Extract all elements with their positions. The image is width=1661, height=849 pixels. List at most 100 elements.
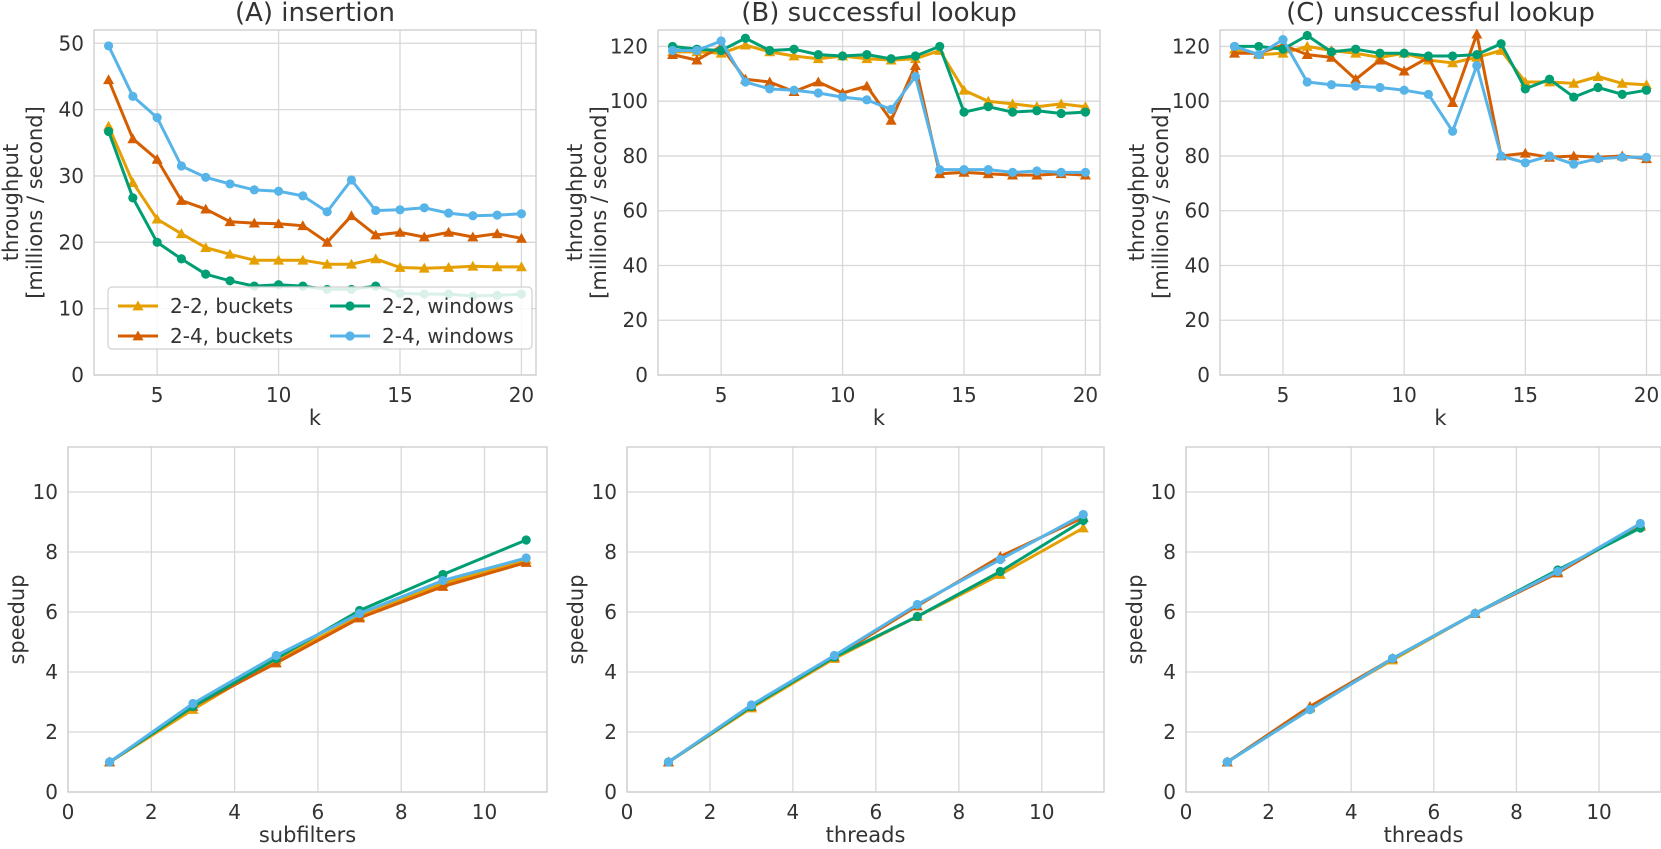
chart-title: (B) successful lookup (741, 0, 1017, 28)
data-point (1568, 150, 1580, 161)
series-2-2-buckets (103, 120, 527, 273)
y-tick-label: 80 (623, 144, 648, 168)
plot-frame (626, 446, 1105, 793)
y-tick-label: 0 (45, 780, 58, 804)
data-point (1387, 653, 1398, 664)
legend-marker (345, 301, 355, 311)
x-tick-label: 20 (1634, 383, 1659, 407)
x-tick-label: 5 (1277, 383, 1290, 407)
data-point (1325, 51, 1337, 62)
legend-label: 2-4, buckets (170, 324, 293, 348)
x-tick-label: 0 (62, 800, 75, 824)
data-point (983, 165, 993, 175)
data-point (1305, 704, 1315, 715)
data-point (176, 161, 187, 171)
data-point (1351, 81, 1361, 91)
data-point (491, 228, 503, 239)
data-point (1553, 566, 1563, 577)
legend-marker (132, 300, 144, 311)
series-line (1234, 44, 1647, 87)
y-tick-label: 2 (45, 720, 58, 744)
data-point (1470, 608, 1480, 619)
x-tick-label: 20 (509, 383, 534, 407)
y-tick-label: 6 (604, 600, 617, 624)
data-point (912, 611, 922, 622)
y-axis-label: speedup (5, 574, 29, 664)
y-tick-label: 20 (623, 308, 648, 332)
data-point (1447, 97, 1459, 107)
x-axis-label: threads (1384, 823, 1464, 847)
data-point (1520, 158, 1530, 168)
y-tick-label: 10 (592, 480, 617, 504)
data-point (175, 195, 187, 205)
y-tick-label: 60 (1185, 199, 1210, 223)
y-axis-label: speedup (1123, 574, 1147, 664)
data-point (739, 39, 751, 50)
data-point (188, 698, 198, 709)
data-point (765, 84, 775, 94)
data-point (443, 226, 455, 237)
data-point (321, 236, 333, 247)
x-tick-label: 4 (787, 800, 800, 824)
data-point (1471, 28, 1483, 39)
data-point (691, 54, 703, 65)
x-axis-label: k (1434, 406, 1447, 430)
x-tick-label: 0 (621, 800, 634, 824)
chart-panel-6: 0 2 4 6 8 10 0 2 4 6 8 10 threads speedup (1123, 446, 1661, 847)
data-point (861, 80, 873, 91)
data-point (201, 269, 211, 279)
y-tick-label: 40 (623, 253, 648, 277)
data-point (1423, 51, 1433, 61)
data-point (437, 581, 449, 591)
series-2-4-windows (1229, 34, 1652, 169)
data-point (1472, 60, 1482, 71)
data-point (959, 107, 969, 117)
data-point (935, 165, 945, 175)
data-point (1056, 108, 1066, 119)
data-point (1078, 509, 1088, 520)
data-point (1544, 151, 1555, 161)
x-tick-label: 10 (1586, 800, 1611, 824)
x-tick-label: 15 (1513, 383, 1538, 407)
data-point (128, 91, 138, 101)
data-point (297, 220, 309, 231)
data-point (1254, 41, 1264, 52)
legend-frame (107, 286, 533, 350)
data-point (438, 575, 448, 586)
x-tick-label: 6 (870, 800, 883, 824)
data-point (1496, 39, 1506, 49)
y-axis-label: throughput (0, 144, 23, 261)
data-point (271, 650, 281, 661)
data-point (716, 36, 726, 46)
x-tick-label: 8 (952, 800, 965, 824)
data-point (1350, 73, 1362, 84)
chart-panel-4: 0 2 4 6 8 10 0 2 4 6 8 10 subfilters speedup (5, 446, 548, 847)
y-tick-label: 10 (1151, 480, 1176, 504)
data-point (249, 185, 259, 195)
y-tick-label: 8 (1163, 540, 1176, 564)
x-tick-label: 5 (151, 383, 164, 407)
data-point (746, 700, 757, 710)
data-point (128, 193, 138, 203)
data-point (1375, 82, 1385, 93)
x-tick-label: 6 (1427, 800, 1440, 824)
data-point (297, 254, 309, 265)
data-point (1351, 44, 1361, 54)
data-point (995, 554, 1005, 565)
data-point (225, 276, 235, 286)
data-point (370, 229, 382, 240)
data-point (1302, 77, 1312, 87)
data-point (1302, 30, 1312, 41)
data-point (1617, 89, 1627, 99)
data-point (1080, 107, 1091, 117)
data-point (105, 757, 115, 767)
y-tick-label: 6 (1163, 600, 1176, 624)
data-point (1641, 85, 1652, 95)
data-point (1055, 98, 1067, 109)
x-tick-label: 2 (704, 800, 717, 824)
data-point (515, 232, 527, 243)
x-tick-label: 10 (1391, 383, 1416, 407)
data-point (1301, 49, 1313, 60)
data-point (371, 205, 381, 216)
